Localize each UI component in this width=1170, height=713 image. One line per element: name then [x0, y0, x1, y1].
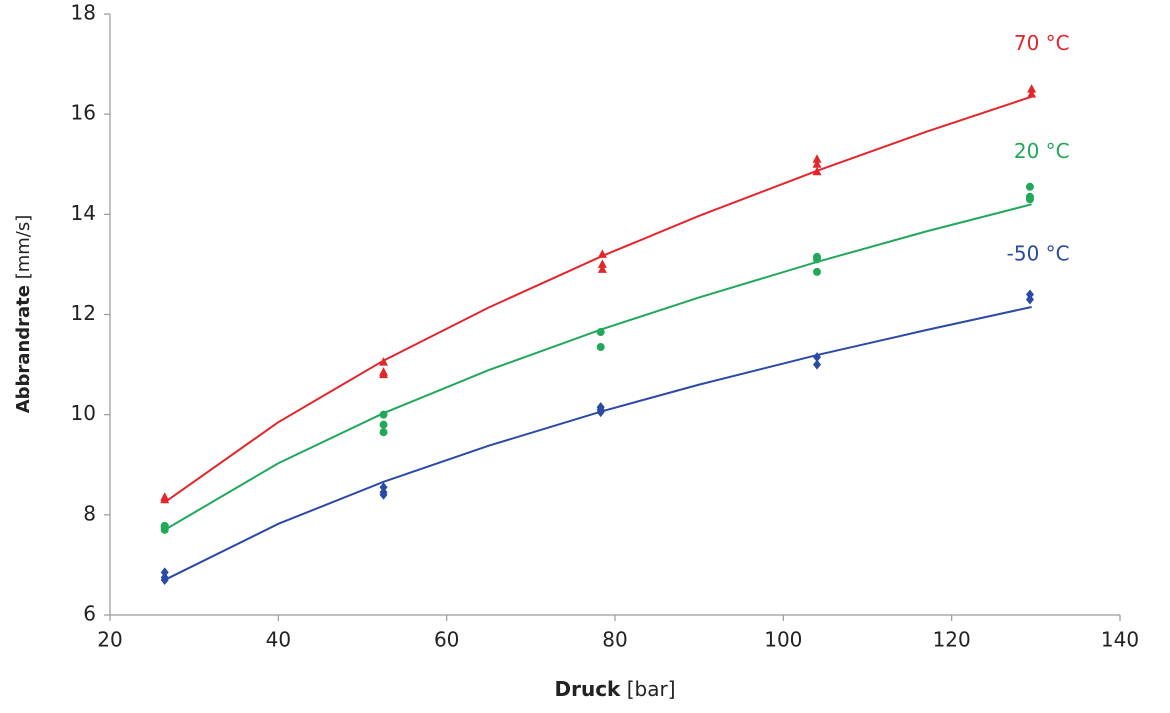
point — [812, 166, 822, 176]
x-tick-label: 20 — [97, 628, 122, 652]
point — [1027, 89, 1037, 98]
point — [160, 521, 169, 530]
x-tick-label: 140 — [1101, 628, 1139, 652]
x-tick-label: 120 — [933, 628, 971, 652]
series-label: 20 °C — [1014, 139, 1070, 163]
point — [1025, 182, 1034, 191]
x-tick-label: 40 — [266, 628, 291, 652]
point — [160, 492, 170, 501]
x-tick-label: 60 — [434, 628, 459, 652]
y-tick-label: 8 — [83, 501, 96, 525]
point — [379, 357, 389, 366]
point — [160, 567, 169, 578]
point — [813, 352, 821, 363]
point — [812, 154, 822, 163]
point — [596, 328, 605, 337]
y-tick-label: 14 — [71, 201, 96, 225]
point — [812, 159, 822, 168]
point — [1027, 84, 1037, 93]
x-axis-title: Druck [bar] — [555, 677, 676, 701]
fit-line — [164, 203, 1032, 531]
point — [596, 402, 605, 413]
fit-line — [164, 95, 1032, 504]
series-label: 70 °C — [1014, 31, 1070, 55]
series-label: -50 °C — [1007, 241, 1070, 265]
y-tick-label: 10 — [71, 401, 96, 425]
x-axis-title-main: Druck — [555, 677, 622, 701]
y-tick-label: 12 — [71, 301, 96, 325]
y-tick-label: 18 — [71, 1, 96, 25]
y-axis-title-main: Abbrandrate — [13, 285, 34, 413]
point — [1025, 294, 1034, 305]
point — [1025, 289, 1034, 300]
point — [379, 420, 388, 429]
y-tick-label: 6 — [83, 602, 96, 626]
point — [379, 487, 388, 498]
x-tick-label: 80 — [602, 628, 627, 652]
point — [813, 359, 821, 370]
point — [379, 482, 388, 493]
point — [596, 343, 605, 352]
point — [160, 572, 169, 583]
point — [813, 252, 821, 261]
y-tick-label: 16 — [71, 101, 96, 125]
y-axis-title-unit: [mm/s] — [13, 215, 34, 280]
x-axis-title-unit: [bar] — [627, 677, 676, 701]
point — [597, 264, 607, 273]
point — [379, 367, 389, 376]
point — [379, 410, 388, 419]
x-tick-label: 100 — [764, 628, 802, 652]
point — [379, 428, 388, 437]
point — [597, 249, 607, 258]
y-axis-title: Abbrandrate [mm/s] — [13, 215, 34, 414]
point — [1025, 192, 1034, 201]
point — [597, 259, 607, 268]
point — [813, 267, 821, 276]
